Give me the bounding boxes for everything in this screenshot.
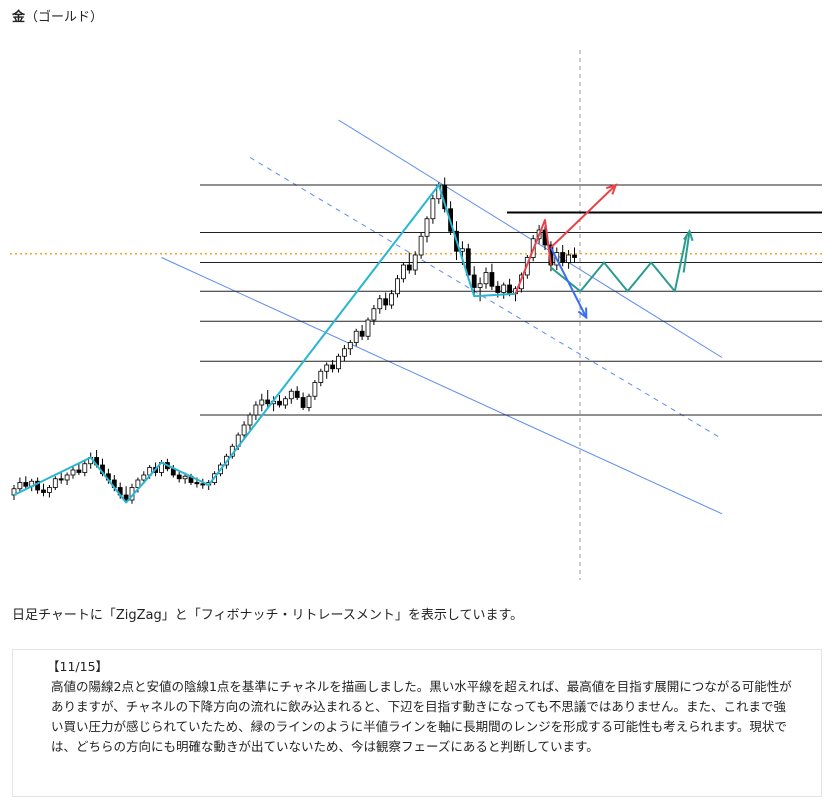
zigzag-line [13,184,516,504]
candle-body [341,348,347,357]
candle-body [241,424,247,436]
channel-upper-line [338,119,723,358]
candle-body [353,330,359,343]
candle-body [47,487,52,493]
candle-body [259,399,265,406]
note-body: 高値の陽線2点と安値の陰線1点を基準にチャネルを描画しました。黒い水平線を超えれ… [51,679,792,754]
candle-body [412,254,418,271]
zigzag-recent-line [514,219,552,295]
candle-body [265,399,271,405]
candle-body [560,252,566,263]
candle-body [182,475,188,480]
candle-body [507,284,513,295]
candle-body [483,272,489,285]
candle-body [64,474,70,481]
candle-body [400,264,406,280]
candle-body [294,390,300,398]
range-scenario-path [550,234,688,293]
candle-body [324,364,330,372]
range-scenario-arrow [682,231,691,273]
candle-body [70,469,76,476]
bullish-scenario-arrow [550,184,617,249]
note-date: 【11/15】 [47,659,109,674]
candle-body [371,308,377,321]
candle-body [35,480,40,491]
candle-body [501,284,507,293]
candle-body [76,469,82,473]
candle-body [566,254,571,263]
candle-body [58,478,64,481]
candle-body [52,478,58,488]
candle-body [377,298,383,310]
candle-body [300,397,306,408]
candle-body [135,479,141,488]
candle-body [430,198,436,220]
candle-body [194,482,200,485]
candle-body [282,398,288,406]
candle-body [200,483,206,486]
candle-body [365,319,371,337]
bullish-scenario-arrow-head [605,183,618,195]
analysis-note: 【11/15】 高値の陽線2点と安値の陰線1点を基準にチャネルを描画しました。黒… [12,649,822,797]
candle-body [459,248,465,252]
candle-body [141,474,147,481]
gold-daily-chart [10,50,822,580]
chart-caption: 日足チャートに「ZigZag」と「フィボナッチ・リトレースメント」を表示していま… [12,608,524,623]
candle-body [306,395,312,408]
candle-body [495,285,501,293]
candle-body [253,404,259,416]
candle-body [347,342,353,350]
candle-body [489,272,495,287]
candle-body [247,414,253,426]
candle-body [288,390,294,400]
candle-body [406,264,412,271]
candle-body [123,494,129,501]
candle-body [572,254,577,258]
candle-body [336,355,341,370]
title-main: 金 [12,10,26,25]
candle-body [82,463,88,473]
page-title: 金（ゴールド） [12,6,103,25]
candle-body [41,489,46,493]
candle-body [277,400,282,406]
candle-body [389,293,395,306]
candle-body [176,474,182,480]
channel-middle-line [249,157,723,440]
title-subtitle: （ゴールド） [25,10,104,25]
candle-body [395,278,400,295]
candle-body [471,274,477,288]
channel-lower-line [161,257,723,515]
candle-body [359,330,365,337]
candle-body [383,298,389,306]
range-scenario-arrow-head [683,228,694,242]
bearish-scenario-arrow [550,247,588,318]
candle-body [318,370,324,383]
candle-body [17,482,23,490]
candle-body [330,364,336,370]
candle-body [312,382,318,397]
candle-body [23,482,29,487]
candle-body [418,235,424,256]
candle-body [477,283,483,288]
bearish-scenario-arrow-head [577,307,588,320]
candle-body [424,218,430,237]
